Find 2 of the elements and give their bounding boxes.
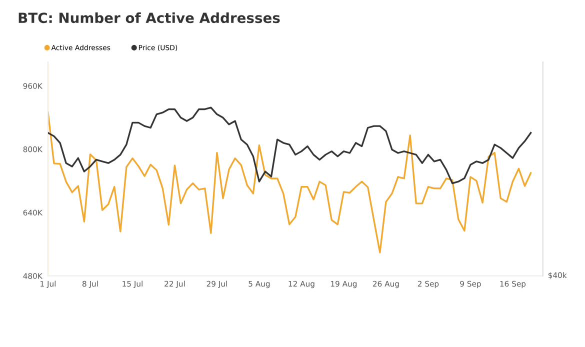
line-series [48, 111, 532, 254]
chart-title: BTC: Number of Active Addresses [18, 12, 280, 24]
